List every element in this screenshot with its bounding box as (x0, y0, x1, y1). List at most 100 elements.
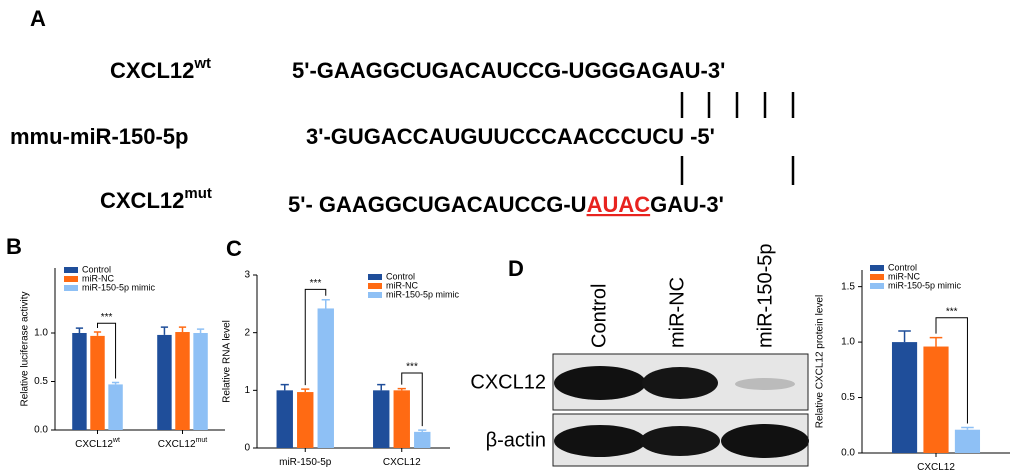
western-blot: CXCL12 β-actin Control miR-NC miR-150-5p (470, 244, 809, 467)
legend-swatch (870, 283, 884, 289)
significance-label: *** (406, 362, 418, 373)
y-tick-label: 1 (244, 385, 250, 396)
y-tick-label: 0 (244, 443, 250, 454)
bar (414, 431, 431, 448)
significance-label: *** (310, 278, 322, 289)
legend-swatch (870, 274, 884, 280)
y-tick-label: 0.0 (34, 425, 48, 436)
error-bar (196, 328, 205, 333)
bar (393, 390, 410, 448)
error-bar (961, 426, 974, 430)
y-tick-label: 1.0 (841, 337, 855, 348)
error-bar (418, 429, 427, 432)
seq-part: GAU-3' (650, 192, 724, 217)
legend-label: Control (386, 271, 415, 281)
mut-label: CXCL12mut (100, 185, 212, 213)
gene: CXCL12 (110, 58, 194, 83)
legend-swatch (64, 276, 78, 282)
bar (373, 390, 390, 448)
category: CXCL12 (158, 439, 196, 450)
wt-seq: 5'-GAAGGCUGACAUCCG-UGGGAGAU-3' (292, 58, 725, 83)
bar (108, 384, 123, 430)
bar (891, 342, 918, 453)
error-bar (75, 327, 84, 333)
superscript: mut (196, 437, 208, 444)
legend-label: miR-NC (888, 271, 920, 281)
legend-swatch (368, 283, 382, 289)
category: CXCL12 (917, 462, 955, 473)
significance-bracket (935, 317, 968, 424)
panel-label: D (508, 256, 524, 281)
band (640, 426, 720, 456)
panel-label: B (6, 234, 22, 259)
legend-swatch (64, 285, 78, 291)
wt-label: CXCL12wt (110, 55, 211, 83)
error-bar (377, 383, 386, 391)
bar (72, 332, 87, 430)
y-axis-label: Relative luciferase activity (20, 291, 31, 406)
error-bar (160, 326, 169, 335)
legend-label: miR-150-5p mimic (888, 280, 962, 290)
error-bar (178, 326, 187, 333)
significance-label: *** (946, 306, 958, 317)
superscript: wt (193, 55, 211, 72)
bar (954, 429, 981, 453)
band-label: CXCL12 (470, 371, 546, 393)
error-bar (397, 387, 406, 391)
legend-swatch (368, 274, 382, 280)
significance-bracket (97, 322, 117, 379)
bar (923, 346, 949, 453)
lane-label: miR-NC (666, 277, 688, 348)
band (721, 424, 809, 458)
y-tick-label: 0.5 (34, 376, 48, 387)
x-tick-label: CXCL12wt (75, 437, 120, 450)
mutated-bases: AUAC (587, 192, 651, 217)
legend-label: miR-150-5p mimic (386, 289, 460, 299)
superscript: mut (184, 185, 212, 202)
y-tick-label: 1.5 (841, 281, 855, 292)
lane-label: miR-150-5p (754, 244, 776, 348)
bar (317, 308, 334, 448)
band (735, 378, 795, 390)
panel-label: C (226, 236, 242, 261)
legend-label: miR-150-5p mimic (82, 282, 156, 292)
error-bar (321, 299, 330, 309)
mir-label: mmu-miR-150-5p (10, 124, 188, 149)
bar (276, 390, 293, 448)
x-tick-label: CXCL12 (383, 457, 421, 468)
mir-seq: 3'-GUGACCAUGUUCCCAACCCUCU -5' (306, 124, 715, 149)
bar (297, 392, 314, 448)
x-tick-label: CXCL12mut (158, 437, 208, 450)
band-label: β-actin (486, 429, 546, 451)
error-bar (93, 331, 102, 336)
band (642, 367, 718, 399)
significance-bracket (304, 288, 327, 386)
legend-label: Control (888, 262, 917, 272)
significance-label: *** (101, 312, 113, 323)
pairing-lines (680, 92, 795, 185)
category: miR-150-5p (279, 457, 332, 468)
bar-chart: 0.0 0.5 1.0 1.5 Relative CXCL12 protein leve… (815, 262, 1010, 473)
y-tick-label: 0.5 (841, 392, 855, 403)
significance-bracket (401, 372, 423, 427)
bar (157, 334, 172, 430)
legend-label: miR-NC (82, 273, 114, 283)
error-bar (301, 388, 310, 393)
legend-label: miR-NC (386, 280, 418, 290)
legend-swatch (368, 292, 382, 298)
category: CXCL12 (383, 457, 421, 468)
band (554, 425, 646, 457)
error-bar (111, 381, 120, 385)
y-tick-label: 2 (244, 327, 250, 338)
bar (90, 335, 105, 430)
error-bar (929, 336, 943, 347)
legend-swatch (64, 267, 78, 273)
category: CXCL12 (75, 439, 113, 450)
panel-label: A (30, 6, 46, 31)
x-tick-label: miR-150-5p (279, 457, 332, 468)
bar-chart: 0 1 2 3 Relative RNA level miR-150-5p CXCL12 **… (222, 270, 460, 468)
gene: CXCL12 (100, 188, 184, 213)
x-tick-label: CXCL12 (917, 462, 955, 473)
